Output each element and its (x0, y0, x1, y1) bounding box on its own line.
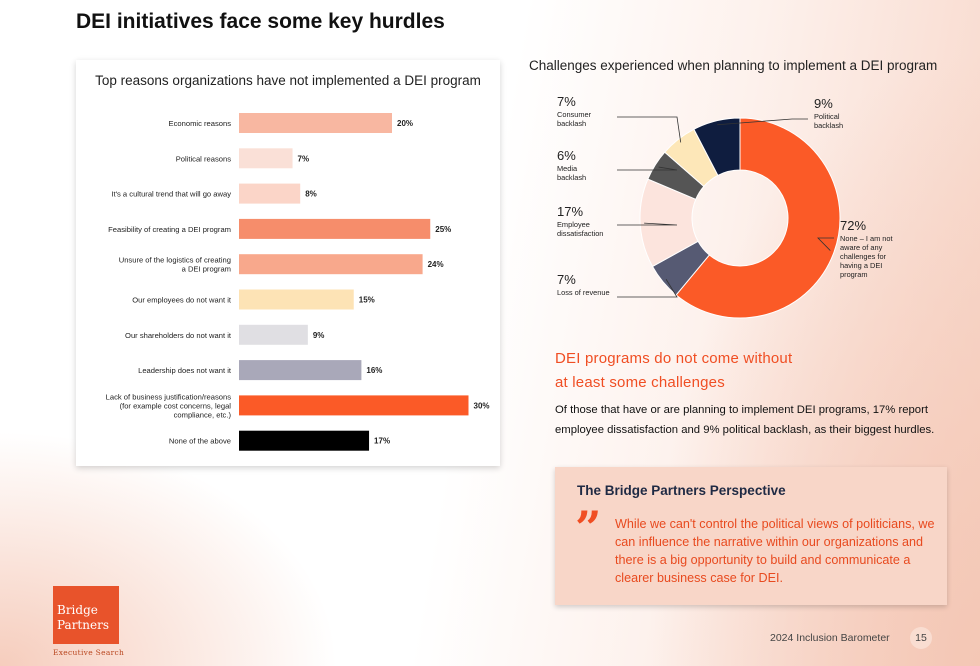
callout-line (617, 116, 682, 143)
callout-line (617, 279, 678, 298)
donut-slice-percent: 7% (557, 94, 576, 109)
bar (239, 289, 354, 310)
donut-slice (693, 117, 741, 177)
insight-headline: DEI programs do not come without at leas… (555, 347, 855, 395)
bar-value-label: 20% (397, 119, 413, 128)
callout-line (817, 237, 834, 251)
bar-category-label: Unsure of the logistics of creating (119, 256, 231, 265)
bar (239, 395, 469, 416)
bar (239, 324, 308, 345)
bar-chart-title: Top reasons organizations have not imple… (95, 73, 481, 88)
logo-tagline: Executive Search (53, 648, 125, 657)
bar (239, 218, 431, 239)
bar-value-label: 9% (313, 331, 325, 340)
donut-slice-label: challenges for (840, 252, 887, 261)
donut-slice-label: aware of any (840, 243, 883, 252)
bar-value-label: 30% (474, 401, 490, 410)
donut-slice-label: backlash (814, 121, 843, 130)
page-title: DEI initiatives face some key hurdles (76, 10, 445, 33)
donut-slice-label: backlash (557, 173, 586, 182)
callout-line (717, 118, 808, 126)
bar (239, 360, 362, 381)
logo-mark: Bridge Partners (53, 586, 119, 644)
bar-category-label: It's a cultural trend that will go away (111, 190, 231, 199)
logo-line2: Partners (57, 618, 109, 632)
donut-slice-label: backlash (557, 119, 586, 128)
bar-category-label: None of the above (169, 437, 231, 446)
donut-slice-percent: 9% (814, 96, 833, 111)
bar (239, 430, 370, 451)
donut-slice-percent: 72% (840, 218, 866, 233)
insight-headline-line1: DEI programs do not come without (555, 350, 793, 367)
bar (239, 148, 293, 169)
donut-slice-percent: 7% (557, 272, 576, 287)
bar-category-label: Economic reasons (169, 119, 232, 128)
perspective-quote: While we can't control the political vie… (615, 517, 935, 585)
callout-line (617, 166, 678, 171)
bar-value-label: 8% (305, 190, 317, 199)
donut-chart-title: Challenges experienced when planning to … (529, 58, 938, 73)
bar (239, 254, 423, 275)
footer-report-name: 2024 Inclusion Barometer (770, 632, 890, 644)
insight-headline-line2: at least some challenges (555, 374, 725, 391)
bar-value-label: 24% (428, 260, 444, 269)
quote-mark-icon: ” (575, 501, 602, 555)
bar-category-label: Leadership does not want it (138, 366, 232, 375)
bridge-partners-logo: Bridge Partners Executive Search (53, 586, 124, 657)
donut-slice-percent: 6% (557, 148, 576, 163)
bar-value-label: 25% (435, 225, 451, 234)
donut-slice-label: dissatisfaction (557, 229, 603, 238)
page-number: 15 (910, 627, 932, 649)
bar-chart: 20% Economic reasons 7% Political reasons 8%… (106, 113, 490, 451)
perspective-title: The Bridge Partners Perspective (577, 483, 786, 498)
bar-category-label: Feasibility of creating a DEI program (108, 225, 231, 234)
insight-body: Of those that have or are planning to im… (555, 404, 935, 436)
bar-value-label: 17% (374, 437, 390, 446)
bar-chart-panel: Top reasons organizations have not imple… (76, 60, 500, 466)
bar (239, 183, 301, 204)
bar-value-label: 15% (359, 296, 375, 305)
bar-value-label: 7% (298, 154, 310, 163)
donut-slice-label: program (840, 270, 868, 279)
donut-slice-label: Consumer (557, 110, 592, 119)
bar-category-label: compliance, etc.) (174, 410, 232, 419)
donut-slice-label: Loss of revenue (557, 288, 610, 297)
donut-slice-percent: 17% (557, 204, 583, 219)
donut-slice-label: Media (557, 164, 578, 173)
callout-line (617, 222, 678, 226)
bar (239, 113, 392, 133)
donut-slice-label: Employee (557, 220, 590, 229)
bar-category-label: (for example cost concerns, legal (120, 401, 232, 410)
bar-category-label: Political reasons (176, 154, 231, 163)
donut-slice-label: None – I am not (840, 234, 893, 243)
bar-category-label: a DEI program (182, 265, 231, 274)
bar-category-label: Our shareholders do not want it (125, 331, 232, 340)
perspective-box: The Bridge Partners Perspective ” While … (555, 467, 947, 605)
donut-slice-label: Political (814, 112, 840, 121)
bar-value-label: 16% (366, 366, 382, 375)
logo-line1: Bridge (57, 603, 98, 617)
donut-slice-label: having a DEI (840, 261, 882, 270)
bar-category-label: Lack of business justification/reasons (106, 392, 232, 401)
bar-category-label: Our employees do not want it (132, 296, 232, 305)
donut-slice (675, 117, 841, 319)
